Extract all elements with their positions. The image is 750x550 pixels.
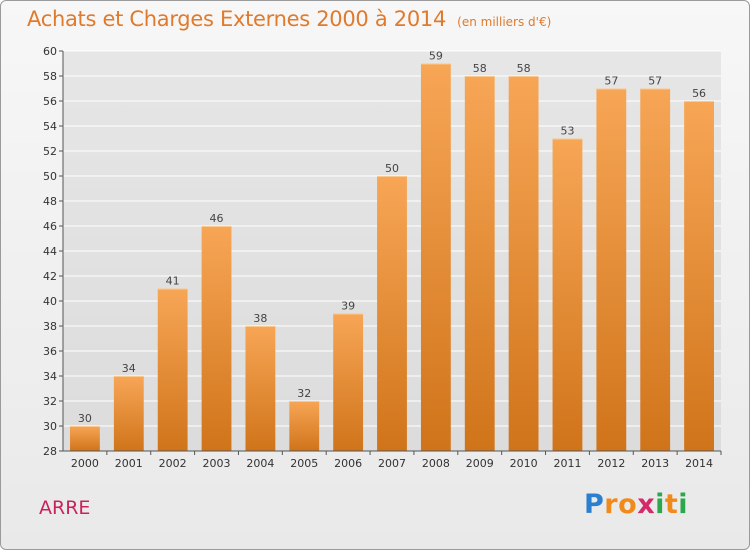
- y-tick-label: 28: [43, 445, 57, 458]
- data-label: 32: [297, 387, 311, 400]
- y-tick-label: 40: [43, 295, 57, 308]
- data-label: 34: [122, 362, 136, 375]
- data-label: 56: [692, 87, 706, 100]
- y-tick-label: 30: [43, 420, 57, 433]
- x-tick-label: 2008: [422, 457, 450, 470]
- logo-letter: x: [637, 489, 656, 520]
- y-tick-label: 60: [43, 45, 57, 58]
- x-tick-label: 2000: [71, 457, 99, 470]
- data-label: 57: [648, 75, 662, 88]
- bar: [289, 401, 320, 451]
- x-tick-label: 2001: [115, 457, 143, 470]
- y-tick-label: 50: [43, 170, 57, 183]
- y-tick-label: 52: [43, 145, 57, 158]
- y-tick-label: 34: [43, 370, 57, 383]
- logo-letter: P: [584, 489, 605, 520]
- chart-subtitle: (en milliers d'€): [457, 15, 552, 29]
- logo-letter: i: [678, 489, 689, 520]
- x-tick-label: 2006: [334, 457, 362, 470]
- bar: [70, 426, 100, 451]
- logo-letter: r: [604, 489, 619, 520]
- bar: [596, 88, 627, 451]
- y-tick-label: 56: [43, 95, 57, 108]
- y-tick-label: 54: [43, 120, 57, 133]
- y-tick-label: 44: [43, 245, 57, 258]
- proxiti-logo[interactable]: Proxiti: [584, 489, 688, 520]
- x-tick-label: 2014: [685, 457, 713, 470]
- data-label: 46: [210, 212, 224, 225]
- x-tick-label: 2013: [641, 457, 669, 470]
- data-label: 50: [385, 162, 399, 175]
- y-tick-label: 58: [43, 70, 57, 83]
- x-tick-label: 2012: [597, 457, 625, 470]
- data-label: 30: [78, 412, 92, 425]
- y-tick-label: 38: [43, 320, 57, 333]
- y-tick-label: 42: [43, 270, 57, 283]
- bar: [464, 76, 495, 451]
- title-row: Achats et Charges Externes 2000 à 2014 (…: [27, 7, 551, 31]
- chart-title: Achats et Charges Externes 2000 à 2014: [27, 7, 447, 31]
- x-tick-label: 2009: [466, 457, 494, 470]
- data-label: 41: [166, 275, 180, 288]
- data-label: 53: [560, 125, 574, 138]
- commune-name: ARRE: [39, 497, 91, 519]
- bar: [377, 176, 407, 451]
- data-label: 38: [253, 312, 267, 325]
- bar: [113, 376, 144, 451]
- x-tick-label: 2003: [203, 457, 231, 470]
- bar: [420, 63, 451, 451]
- y-tick-label: 46: [43, 220, 57, 233]
- data-label: 58: [517, 62, 531, 75]
- y-tick-label: 36: [43, 345, 57, 358]
- x-tick-label: 2005: [290, 457, 318, 470]
- x-tick-label: 2011: [553, 457, 581, 470]
- data-label: 58: [473, 62, 487, 75]
- x-tick-label: 2007: [378, 457, 406, 470]
- x-tick-label: 2004: [246, 457, 274, 470]
- bar: [552, 138, 583, 451]
- bar: [508, 76, 539, 451]
- y-tick-label: 32: [43, 395, 57, 408]
- data-label: 39: [341, 300, 355, 313]
- bar: [684, 101, 714, 451]
- bar: [245, 326, 276, 451]
- y-tick-label: 48: [43, 195, 57, 208]
- logo-letter: i: [655, 489, 665, 520]
- data-label: 59: [429, 50, 443, 63]
- bar: [201, 226, 232, 451]
- logo-letter: o: [618, 489, 638, 520]
- data-label: 57: [604, 75, 618, 88]
- bar: [333, 313, 364, 451]
- x-tick-label: 2002: [159, 457, 187, 470]
- bar: [640, 88, 671, 451]
- logo-letter: t: [664, 489, 679, 520]
- bar: [157, 288, 188, 451]
- x-tick-label: 2010: [510, 457, 538, 470]
